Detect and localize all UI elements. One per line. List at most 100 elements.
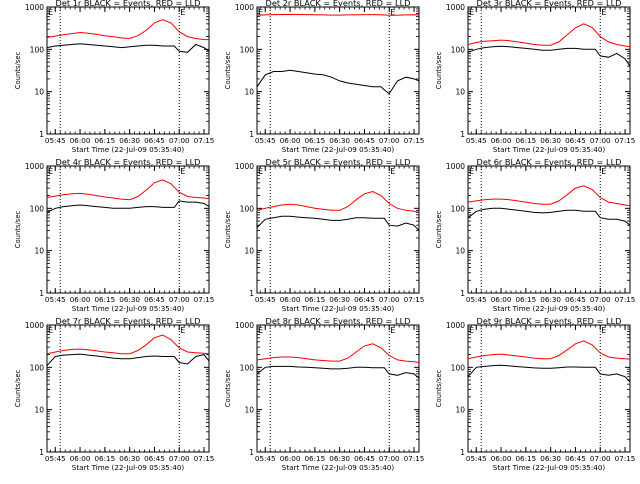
x-tick-label: 05:45 xyxy=(466,136,487,145)
lld-series-line xyxy=(467,23,631,48)
plot-title: Det 5r BLACK = Events, RED = LLD xyxy=(266,157,411,167)
x-tick-label: 06:45 xyxy=(565,295,586,304)
x-tick-label: 07:00 xyxy=(379,136,400,145)
x-tick-label: 05:45 xyxy=(255,295,276,304)
event-marker: E xyxy=(180,326,185,335)
y-axis-label: Counts/sec xyxy=(435,211,443,249)
x-tick-label: 06:15 xyxy=(304,295,325,304)
x-tick-label: 06:45 xyxy=(565,454,586,463)
detector-plot: Det 3r BLACK = Events, RED = LLD 1 10 100 10… xyxy=(435,0,635,154)
x-tick-label: 06:30 xyxy=(329,454,350,463)
x-tick-label: 06:30 xyxy=(329,295,350,304)
plot-frame xyxy=(46,6,210,135)
y-tick-label: 1000 xyxy=(25,162,44,171)
x-tick-label: 06:45 xyxy=(565,136,586,145)
y-tick-label: 100 xyxy=(451,363,466,372)
x-tick-label: 05:45 xyxy=(255,136,276,145)
x-tick-label: 07:00 xyxy=(169,136,190,145)
y-tick-label: 1000 xyxy=(235,162,254,171)
x-axis-label: Start Time (22-Jul-09 05:35:40) xyxy=(72,145,185,154)
plot-frame xyxy=(467,6,631,135)
y-tick-label: 100 xyxy=(240,45,255,54)
x-tick-label: 07:15 xyxy=(615,136,636,145)
x-tick-label: 06:30 xyxy=(329,136,350,145)
detector-plot: Det 4r BLACK = Events, RED = LLD 1 10 100 10… xyxy=(14,157,214,313)
event-marker: E xyxy=(258,167,263,176)
x-tick-label: 07:15 xyxy=(615,295,636,304)
events-series-line xyxy=(46,353,210,366)
events-series-line xyxy=(256,365,420,379)
x-tick-label: 05:45 xyxy=(466,454,487,463)
y-tick-label: 100 xyxy=(30,45,45,54)
x-axis-label: Start Time (22-Jul-09 05:35:40) xyxy=(493,463,606,472)
lld-series-line xyxy=(46,179,210,201)
event-marker: E xyxy=(48,167,53,176)
event-marker: E xyxy=(258,8,263,17)
event-marker: E xyxy=(601,326,606,335)
x-tick-label: 07:00 xyxy=(379,454,400,463)
y-tick-label: 100 xyxy=(240,204,255,213)
x-tick-label: 07:00 xyxy=(590,136,611,145)
x-axis-label: Start Time (22-Jul-09 05:35:40) xyxy=(72,304,185,313)
x-tick-label: 06:00 xyxy=(491,295,512,304)
x-tick-label: 07:15 xyxy=(194,295,215,304)
event-marker: E xyxy=(469,167,474,176)
x-axis-label: Start Time (22-Jul-09 05:35:40) xyxy=(493,145,606,154)
events-series-line xyxy=(256,215,420,231)
plot-frame xyxy=(46,324,210,453)
y-tick-label: 100 xyxy=(451,45,466,54)
x-tick-label: 06:30 xyxy=(119,295,140,304)
y-axis-label: Counts/sec xyxy=(224,370,232,408)
x-tick-label: 06:45 xyxy=(354,295,375,304)
event-marker: E xyxy=(390,167,395,176)
x-tick-label: 06:15 xyxy=(94,295,115,304)
event-marker: E xyxy=(601,167,606,176)
plot-title: Det 8r BLACK = Events, RED = LLD xyxy=(266,316,411,326)
x-tick-label: 06:15 xyxy=(94,136,115,145)
y-tick-label: 10 xyxy=(34,247,44,256)
y-tick-label: 1000 xyxy=(235,321,254,330)
x-tick-label: 06:45 xyxy=(144,136,165,145)
x-tick-label: 06:00 xyxy=(280,295,301,304)
detector-plot: Det 7r BLACK = Events, RED = LLD 1 10 100 10… xyxy=(14,316,214,472)
x-tick-label: 06:00 xyxy=(70,454,91,463)
y-tick-label: 10 xyxy=(455,247,465,256)
x-tick-label: 05:45 xyxy=(45,136,66,145)
x-tick-label: 06:45 xyxy=(144,454,165,463)
y-tick-label: 1 xyxy=(249,289,254,298)
x-tick-label: 05:45 xyxy=(45,454,66,463)
x-tick-label: 07:00 xyxy=(590,454,611,463)
x-tick-label: 06:30 xyxy=(540,295,561,304)
x-axis-label: Start Time (22-Jul-09 05:35:40) xyxy=(72,463,185,472)
x-tick-label: 06:30 xyxy=(540,454,561,463)
events-series-line xyxy=(46,200,210,213)
x-tick-label: 06:30 xyxy=(119,136,140,145)
x-tick-label: 07:00 xyxy=(169,454,190,463)
plot-title: Det 7r BLACK = Events, RED = LLD xyxy=(56,316,201,326)
y-tick-label: 1 xyxy=(39,289,44,298)
x-tick-label: 06:45 xyxy=(144,295,165,304)
event-marker: E xyxy=(469,326,474,335)
y-axis-label: Counts/sec xyxy=(14,211,22,249)
x-tick-label: 06:15 xyxy=(304,136,325,145)
y-tick-label: 1 xyxy=(460,130,465,139)
y-tick-label: 100 xyxy=(30,363,45,372)
y-tick-label: 10 xyxy=(455,406,465,415)
plot-frame xyxy=(467,324,631,453)
lld-series-line xyxy=(256,190,420,213)
x-tick-label: 06:45 xyxy=(354,136,375,145)
y-tick-label: 1000 xyxy=(446,3,465,12)
x-tick-label: 07:15 xyxy=(194,454,215,463)
detector-plot: Det 6r BLACK = Events, RED = LLD 1 10 100 10… xyxy=(435,157,635,313)
y-axis-label: Counts/sec xyxy=(14,52,22,90)
detector-plot: Det 8r BLACK = Events, RED = LLD 1 10 100 10… xyxy=(224,316,424,472)
y-tick-label: 1000 xyxy=(25,321,44,330)
events-series-line xyxy=(467,207,631,226)
y-tick-label: 1000 xyxy=(235,3,254,12)
x-tick-label: 07:00 xyxy=(379,295,400,304)
plot-title: Det 2r BLACK = Events, RED = LLD xyxy=(266,0,411,8)
y-tick-label: 10 xyxy=(244,247,254,256)
y-axis-label: Counts/sec xyxy=(14,370,22,408)
